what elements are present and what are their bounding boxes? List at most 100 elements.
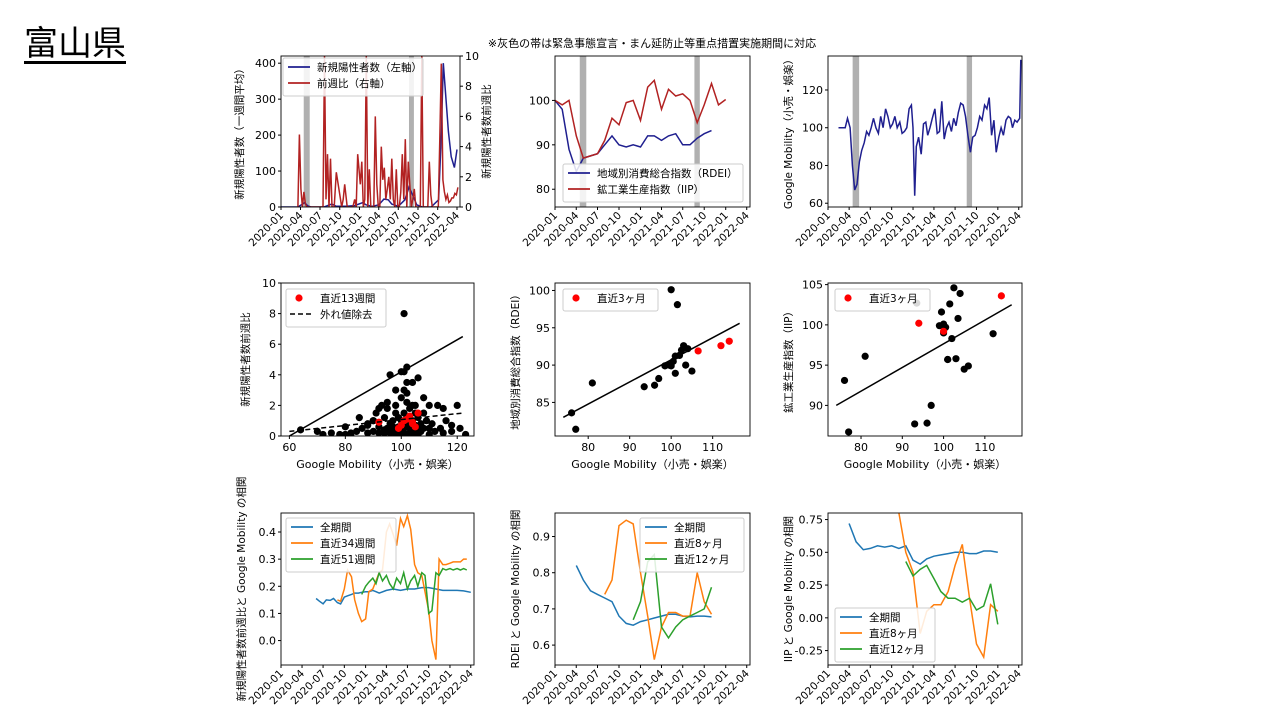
y2-tick-label: 6 — [465, 110, 472, 123]
scatter-point — [420, 424, 428, 432]
recent-point — [915, 319, 923, 327]
y2-tick-label: 4 — [465, 141, 472, 154]
x-axis-label: Google Mobility（小売・娯楽） — [296, 457, 458, 471]
axes-frame — [554, 282, 751, 437]
scatter-point — [375, 429, 383, 436]
scatter-point — [397, 432, 405, 436]
legend: 新規陽性者数（左軸） 前週比（右軸） — [282, 57, 424, 97]
scatter-point — [392, 401, 400, 409]
scatter-point — [952, 355, 960, 363]
y-axis-label: 鉱工業生産指数（IIP） — [782, 306, 795, 413]
scatter-point — [358, 424, 366, 432]
y-tick-label: 100 — [802, 122, 823, 135]
scatter-point — [425, 430, 433, 436]
scatter-point — [403, 430, 411, 436]
scatter-point — [408, 378, 417, 387]
legend-label: 地域別消費総合指数（RDEI） — [597, 167, 738, 180]
axes-frame — [554, 512, 751, 666]
series-line — [555, 78, 727, 160]
shaded-band — [579, 56, 587, 207]
legend-label: 外れ値除去 — [320, 308, 373, 321]
shaded-band — [694, 56, 700, 207]
y-tick-label: 0.25 — [799, 579, 824, 592]
y-tick-label: 0.00 — [799, 612, 824, 625]
legend-label: 直近8ヶ月 — [674, 537, 723, 550]
recent-point — [694, 347, 702, 355]
scatter-point — [682, 361, 690, 369]
scatter-point — [386, 427, 394, 436]
legend-label: 直近34週間 — [320, 537, 375, 550]
axes-frame — [280, 55, 461, 208]
series-line — [838, 59, 1022, 196]
y-tick-label: 95 — [536, 322, 550, 335]
y-tick-label: 0.2 — [259, 580, 277, 593]
axes-frame — [554, 55, 751, 208]
scatter-point — [588, 379, 596, 387]
axes-frame — [827, 282, 1023, 437]
plot-area — [281, 56, 459, 207]
scatter-point — [572, 425, 580, 433]
y-tick-label: 10 — [262, 277, 276, 290]
axes-frame — [827, 512, 1023, 666]
scatter-point — [403, 398, 411, 406]
panel-p5: 85 90 95 100 80 90 100 110 Google Mobility（小売・娯楽… — [509, 282, 751, 471]
x-tick-label: 100 — [661, 441, 682, 454]
panel-p6: 90 95 100 105 80 90 100 110 Google Mobility（小売・娯… — [782, 279, 1023, 471]
scatter-point — [448, 427, 456, 436]
y-axis-label: 新規陽性者数前週比 — [239, 312, 252, 407]
scatter-point — [420, 409, 428, 417]
scatter-point — [954, 314, 962, 323]
scatter-point — [944, 355, 952, 364]
legend-label: 前週比（右軸） — [317, 77, 391, 90]
x-axis-label: Google Mobility（小売・娯楽） — [844, 457, 1006, 471]
scatter-point — [341, 430, 349, 436]
y-tick-label: 60 — [809, 197, 823, 210]
scatter-point — [341, 423, 349, 431]
axes-frame — [280, 282, 475, 437]
y-axis-label: 地域別消費総合指数（RDEI） — [509, 289, 522, 430]
y-tick-label: 100 — [802, 319, 823, 332]
recent-point — [403, 415, 411, 423]
y-tick-label: 0 — [269, 201, 276, 214]
panel-p2: 80901002020-012020-042020-072020-102021-… — [521, 55, 752, 249]
scatter-point — [845, 428, 853, 436]
scatter-point — [392, 430, 400, 436]
shading-note: ※灰色の帯は緊急事態宣言・まん延防止等重点措置実施期間に対応 — [488, 36, 816, 50]
legend-label: 直近12ヶ月 — [869, 643, 924, 656]
scatter-point — [439, 404, 447, 413]
scatter-point — [425, 401, 433, 409]
scatter-point — [313, 427, 321, 436]
panel-p8: 0.60.70.80.92020-012020-042020-072020-10… — [509, 510, 752, 708]
series-line — [361, 567, 468, 615]
fit-line — [835, 304, 1013, 407]
plot-area — [315, 513, 471, 660]
panel-p4: 0 2 4 6 8 10 60 80 100 120 Google Mobility（小売・娯楽） 新… — [239, 277, 475, 471]
scatter-point — [650, 381, 659, 389]
legend-label: 全期間 — [674, 521, 706, 534]
y-tick-label: 2 — [269, 399, 276, 412]
legend-marker — [572, 294, 580, 302]
scatter-point — [840, 376, 849, 385]
legend-label: 全期間 — [869, 611, 901, 624]
scatter-point — [946, 300, 954, 308]
y2-tick-label: 0 — [465, 201, 472, 214]
legend-label: 直近13週間 — [320, 292, 375, 305]
y-tick-label: 90 — [536, 139, 550, 152]
y-tick-label: 6 — [269, 338, 276, 351]
recent-point — [725, 337, 733, 345]
plot-area — [562, 286, 740, 433]
scatter-point — [442, 417, 450, 425]
scatter-point — [347, 432, 355, 436]
y-tick-label: 100 — [529, 284, 550, 297]
y-axis-label: Google Mobility（小売・娯楽） — [782, 54, 795, 209]
series-line — [905, 561, 999, 625]
fit-line — [562, 322, 740, 419]
series-line — [848, 523, 998, 565]
scatter-point — [453, 401, 461, 409]
plot-area — [289, 310, 470, 436]
scatter-point — [927, 401, 935, 409]
scatter-point — [403, 378, 411, 387]
y-tick-label: 0.0 — [259, 635, 277, 648]
